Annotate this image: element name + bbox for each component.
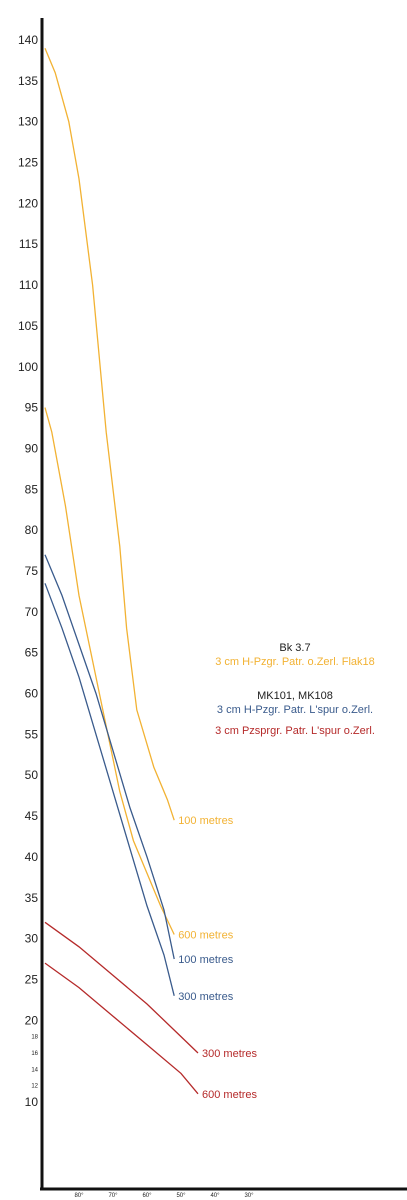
series-end-label-s3: 100 metres bbox=[178, 954, 234, 966]
y-tick-label: 90 bbox=[25, 441, 39, 455]
series-line-s2 bbox=[44, 407, 175, 935]
y-tick-label: 120 bbox=[18, 196, 38, 210]
y-tick-label: 110 bbox=[19, 278, 38, 292]
series-line-s6 bbox=[44, 962, 199, 1095]
y-tick-label: 14 bbox=[31, 1067, 38, 1073]
y-tick-label: 95 bbox=[25, 401, 39, 415]
y-tick-label: 40 bbox=[25, 850, 39, 864]
legend-group2-line-blue: 3 cm H-Pzgr. Patr. L'spur o.Zerl. bbox=[216, 704, 374, 716]
series-end-label-s5: 300 metres bbox=[202, 1048, 258, 1060]
y-tick-label: 12 bbox=[31, 1084, 38, 1090]
y-tick-label: 35 bbox=[25, 891, 39, 905]
y-tick-label: 18 bbox=[31, 1035, 38, 1041]
y-tick-label: 85 bbox=[25, 482, 39, 496]
legend-group2-title: MK101, MK108 bbox=[257, 690, 333, 702]
legend-group1-line: 3 cm H-Pzgr. Patr. o.Zerl. Flak18 bbox=[215, 656, 375, 668]
y-tick-label: 30 bbox=[25, 932, 39, 946]
y-tick-label: 105 bbox=[18, 319, 38, 333]
x-tick-label: 60° bbox=[142, 1193, 152, 1199]
x-tick-labels: 80° 70° 60° 50° 40° 30° bbox=[74, 1193, 254, 1199]
y-tick-label: 80 bbox=[25, 523, 39, 537]
series-end-labels: 100 metres 600 metres 100 metres 300 metres… bbox=[178, 815, 257, 1101]
y-tick-label: 10 bbox=[25, 1095, 39, 1109]
x-tick-label: 70° bbox=[108, 1193, 118, 1199]
series-line-s1 bbox=[44, 47, 175, 821]
x-tick-label: 40° bbox=[210, 1193, 220, 1199]
legend-group2: MK101, MK108 3 cm H-Pzgr. Patr. L'spur o… bbox=[190, 689, 400, 738]
x-tick-label: 30° bbox=[244, 1193, 254, 1199]
y-tick-label: 135 bbox=[18, 74, 38, 88]
series-end-label-s6: 600 metres bbox=[202, 1089, 258, 1101]
y-tick-label: 16 bbox=[31, 1051, 38, 1057]
y-tick-labels: 10 12 14 16 18 20 25 30 35 40 45 50 55 60 65 70 75 80 85 90… bbox=[18, 33, 39, 1109]
series-line-s5 bbox=[44, 921, 199, 1054]
x-tick-label: 50° bbox=[176, 1193, 186, 1199]
series-group bbox=[44, 47, 199, 1095]
y-tick-label: 125 bbox=[18, 156, 38, 170]
series-end-label-s1: 100 metres bbox=[178, 815, 234, 827]
y-tick-label: 100 bbox=[18, 360, 38, 374]
legend-group1-title: Bk 3.7 bbox=[279, 642, 311, 654]
x-tick-label: 80° bbox=[74, 1193, 84, 1199]
y-tick-label: 130 bbox=[18, 115, 38, 129]
y-tick-label: 70 bbox=[25, 605, 39, 619]
y-tick-label: 140 bbox=[18, 33, 38, 47]
series-end-label-s4: 300 metres bbox=[178, 991, 234, 1003]
series-end-label-s2: 600 metres bbox=[178, 930, 234, 942]
y-tick-label: 25 bbox=[25, 972, 39, 986]
legend: Bk 3.7 3 cm H-Pzgr. Patr. o.Zerl. Flak18 bbox=[190, 641, 400, 669]
series-line-s4 bbox=[44, 583, 175, 996]
y-tick-label: 65 bbox=[25, 646, 39, 660]
y-tick-label: 115 bbox=[19, 237, 38, 251]
legend-group2-line-red: 3 cm Pzsprgr. Patr. L'spur o.Zerl. bbox=[215, 725, 375, 737]
y-tick-label: 55 bbox=[25, 727, 39, 741]
y-tick-label: 50 bbox=[25, 768, 39, 782]
y-tick-label: 20 bbox=[25, 1013, 39, 1027]
y-tick-label: 75 bbox=[25, 564, 39, 578]
y-tick-label: 60 bbox=[25, 687, 39, 701]
series-line-s3 bbox=[44, 554, 175, 960]
y-tick-label: 45 bbox=[25, 809, 39, 823]
